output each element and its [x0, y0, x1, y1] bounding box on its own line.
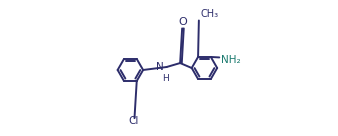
- Text: O: O: [178, 17, 187, 27]
- Text: Cl: Cl: [128, 116, 139, 126]
- Text: NH₂: NH₂: [221, 55, 241, 65]
- Text: H: H: [162, 74, 169, 83]
- Text: N: N: [156, 62, 164, 72]
- Text: CH₃: CH₃: [200, 9, 219, 18]
